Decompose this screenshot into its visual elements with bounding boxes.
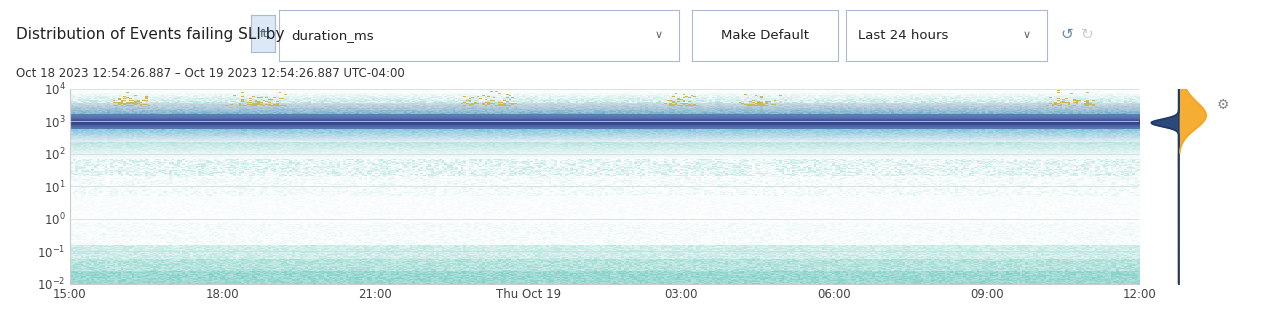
Text: ∨: ∨ bbox=[655, 30, 662, 40]
Text: ↺: ↺ bbox=[1061, 27, 1074, 42]
Text: Distribution of Events failing SLI by: Distribution of Events failing SLI by bbox=[16, 27, 286, 42]
Text: Oct 18 2023 12:54:26.887 – Oct 19 2023 12:54:26.887 UTC-04:00: Oct 18 2023 12:54:26.887 – Oct 19 2023 1… bbox=[16, 67, 405, 80]
Text: duration_ms: duration_ms bbox=[291, 29, 374, 42]
Text: ⚙: ⚙ bbox=[1217, 98, 1230, 112]
Text: ↻: ↻ bbox=[1081, 27, 1094, 42]
Text: Make Default: Make Default bbox=[721, 29, 808, 42]
Text: ∨: ∨ bbox=[1023, 30, 1030, 40]
Text: ft: ft bbox=[259, 29, 268, 39]
Text: Last 24 hours: Last 24 hours bbox=[858, 29, 949, 42]
